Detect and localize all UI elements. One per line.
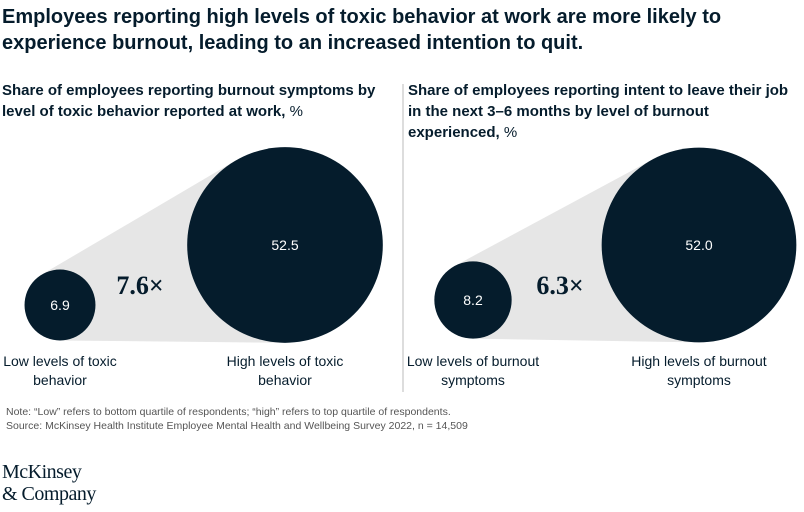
source: Source: McKinsey Health Institute Employ… <box>6 420 468 432</box>
value-label: 52.0 <box>685 237 712 253</box>
chart-title-text: Share of employees reporting intent to l… <box>408 82 789 141</box>
chart-title: Share of employees reporting burnout sym… <box>2 80 397 122</box>
chart-title: Share of employees reporting intent to l… <box>408 80 803 143</box>
chart: 6.9 52.5 7.6× 8.2 52.0 6.3× <box>24 84 797 392</box>
annotation: 7.6× <box>116 271 163 300</box>
value-label: 8.2 <box>463 292 483 308</box>
logo: McKinsey <box>2 461 82 483</box>
category-label: Low levels of toxic behavior <box>3 353 117 388</box>
annotation: 6.3× <box>536 271 583 300</box>
bubble <box>434 261 512 339</box>
category-label: High levels of toxic behavior <box>226 353 344 388</box>
category-label: Low levels of burnout symptoms <box>406 353 540 388</box>
bubble <box>187 147 383 343</box>
main-title: Employees reporting high levels of toxic… <box>2 6 722 54</box>
value-label: 52.5 <box>271 237 298 253</box>
unit: % <box>289 103 303 120</box>
bubble <box>601 147 797 343</box>
bubble <box>24 269 96 341</box>
chart-title-text: Share of employees reporting burnout sym… <box>2 82 376 120</box>
value-label: 6.9 <box>50 297 70 313</box>
logo: & Company <box>2 483 96 505</box>
unit: % <box>503 124 518 141</box>
category-label: High levels of burnout symptoms <box>631 353 767 388</box>
note: Note: “Low” refers to bottom quartile of… <box>6 406 451 418</box>
